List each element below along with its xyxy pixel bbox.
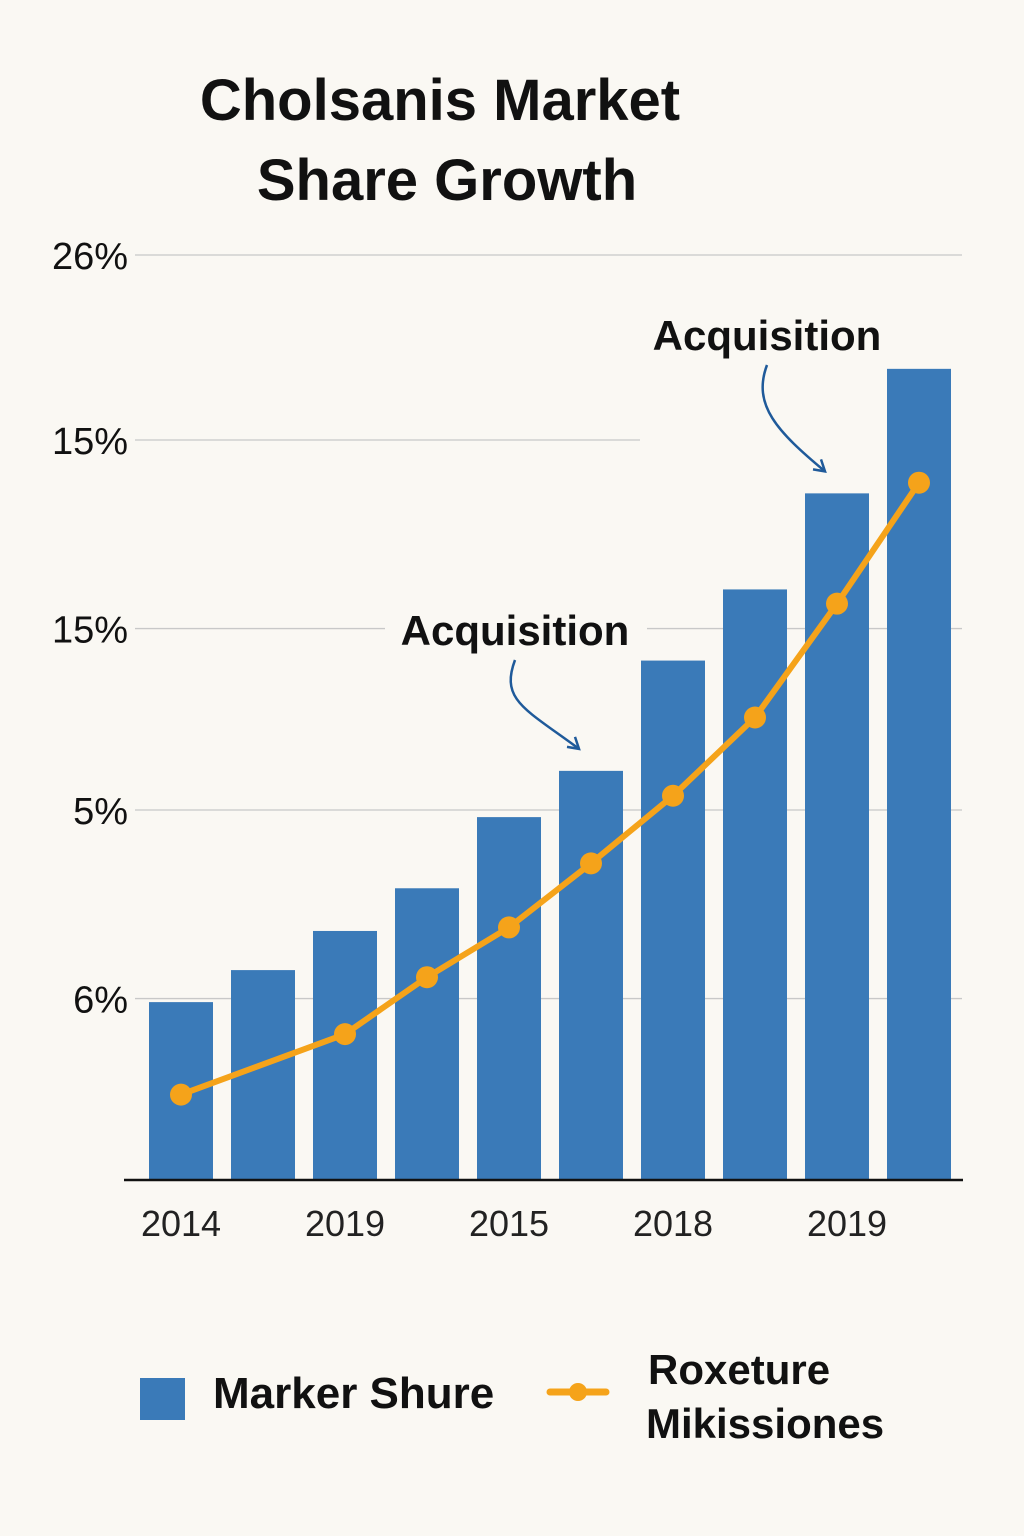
bar (395, 888, 459, 1180)
x-tick-label: 2019 (807, 1203, 887, 1244)
annotation-arrow (509, 659, 580, 750)
x-tick-label: 2015 (469, 1203, 549, 1244)
x-tick-label: 2014 (141, 1203, 221, 1244)
y-tick-label: 15% (52, 610, 128, 652)
bar (641, 660, 705, 1180)
annotation-arrow (761, 364, 826, 473)
line-marker (744, 706, 766, 729)
bar (723, 589, 787, 1180)
bar (887, 368, 951, 1180)
y-tick-label: 26% (52, 236, 128, 278)
line-marker (498, 916, 520, 939)
line-marker (908, 471, 930, 494)
line-marker (334, 1023, 356, 1046)
x-tick-label: 2018 (633, 1203, 713, 1244)
chart-title-line-2: Share Growth (257, 148, 637, 213)
annotation-label: Acquisition (653, 312, 882, 359)
bar (477, 817, 541, 1180)
legend-label-line-2: Mikissiones (646, 1400, 884, 1447)
x-tick-label: 2019 (305, 1203, 385, 1244)
chart-title-line-1: Cholsanis Market (200, 68, 680, 133)
gridline-mask (385, 612, 647, 642)
y-tick-label: 6% (73, 980, 128, 1022)
annotation-arrowhead (566, 736, 581, 751)
line-marker (170, 1083, 192, 1106)
bar (313, 930, 377, 1180)
annotation-label: Acquisition (401, 607, 630, 654)
legend-swatch-marker (569, 1383, 587, 1401)
bar (559, 770, 623, 1180)
y-tick-label: 5% (73, 791, 128, 833)
legend-label-bar: Marker Shure (213, 1369, 494, 1418)
line-marker (826, 592, 848, 615)
line-marker (580, 852, 602, 875)
annotation-arrowhead (812, 458, 827, 473)
legend: Marker Shure Roxeture Mikissiones (140, 1346, 884, 1447)
legend-swatch-bar (140, 1378, 185, 1420)
line-marker (662, 784, 684, 807)
y-tick-label: 15% (52, 421, 128, 463)
line-marker (416, 966, 438, 989)
legend-label-line-1: Roxeture (648, 1346, 830, 1393)
